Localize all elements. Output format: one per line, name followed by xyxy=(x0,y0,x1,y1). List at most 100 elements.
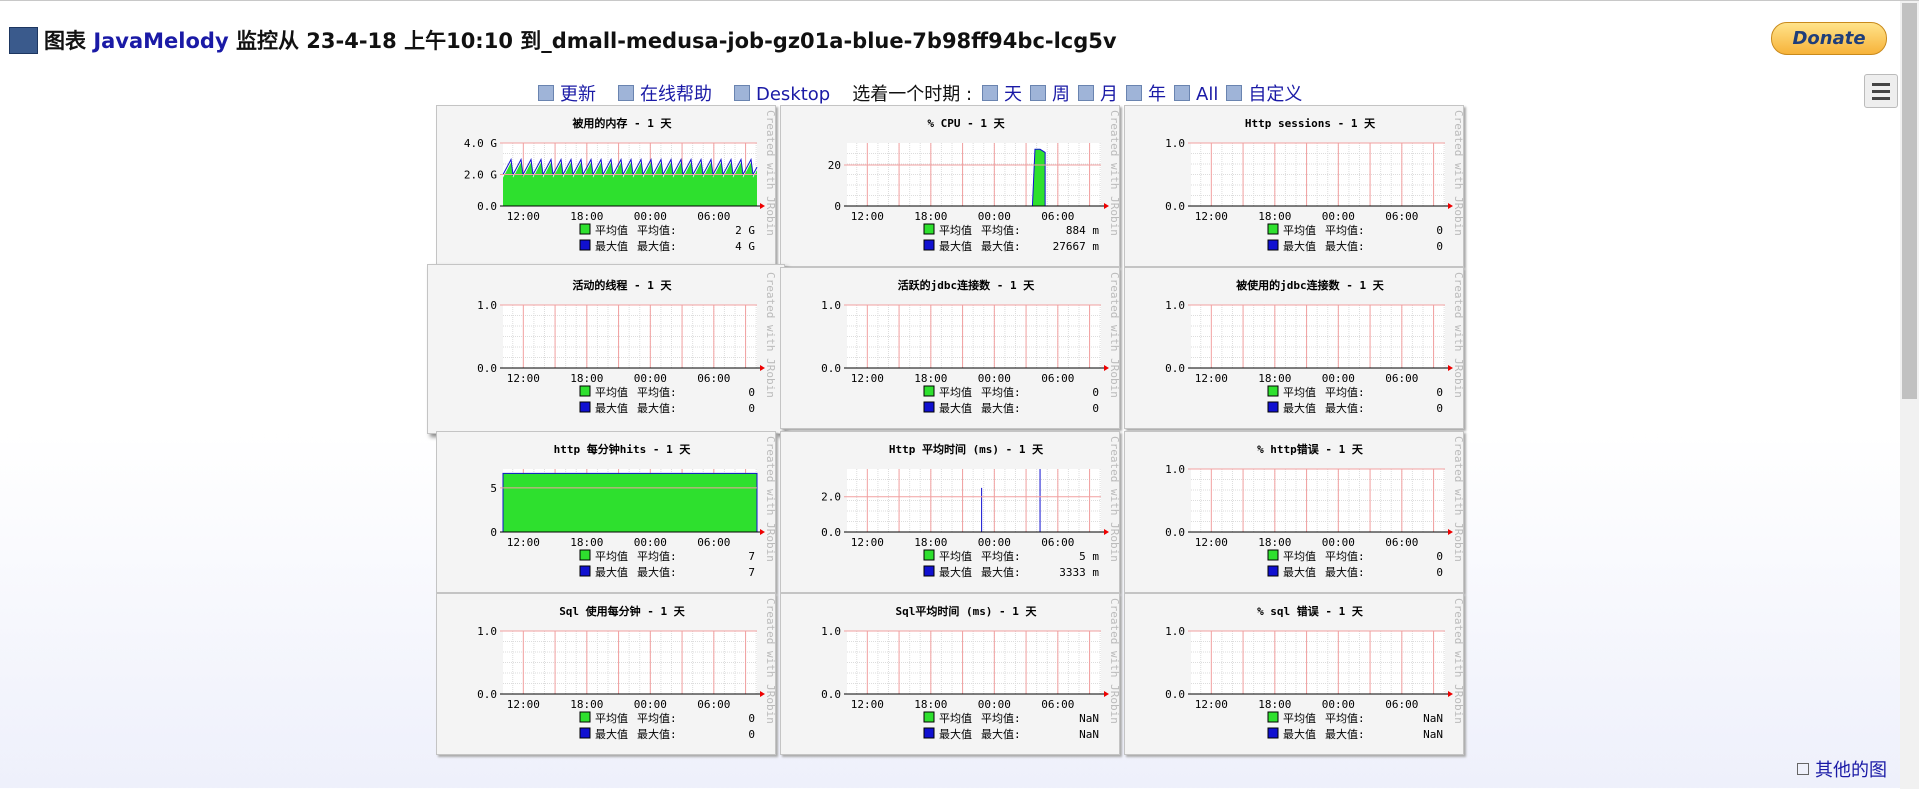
legend-name: 最大值 xyxy=(939,401,972,415)
legend-value: 2 G xyxy=(735,224,755,237)
legend-label: 平均值: xyxy=(637,224,677,237)
legend-name: 平均值 xyxy=(939,550,972,563)
chart-title: % CPU - 1 天 xyxy=(927,117,1005,130)
y-tick-label: 1.0 xyxy=(1165,463,1185,476)
period-link[interactable]: 天 xyxy=(982,84,1022,105)
period-link[interactable]: 周 xyxy=(1030,84,1070,105)
chart-panel: Http sessions - 1 天 0.0 1.0 12:00 18:00 00:00… xyxy=(1124,105,1465,267)
x-tick-label: 00:00 xyxy=(978,536,1011,549)
scrollbar-thumb[interactable] xyxy=(1902,3,1917,399)
chart-panel: % CPU - 1 天 0 20 12:00 18:00 00:00 06:00 Create… xyxy=(780,105,1121,267)
x-tick-label: 18:00 xyxy=(570,698,603,711)
chart: http 每分钟hits - 1 天 0 5 12:00 18:00 00:00 06:00… xyxy=(490,436,777,579)
legend-swatch xyxy=(1267,401,1279,413)
legend-label: 最大值: xyxy=(637,239,677,253)
watermark: Created with JRobin xyxy=(1452,598,1463,724)
chart-title: Sql平均时间 (ms) - 1 天 xyxy=(895,604,1037,618)
title-rest: 监控从 23-4-18 上午10:10 到_dmall-medusa-job-g… xyxy=(235,29,1117,53)
x-tick-label: 06:00 xyxy=(1041,698,1074,711)
legend-name: 最大值 xyxy=(1283,401,1316,415)
x-tick-label: 00:00 xyxy=(978,698,1011,711)
legend-label: 最大值: xyxy=(637,401,677,415)
donate-button[interactable]: Donate xyxy=(1771,22,1887,55)
legend-swatch xyxy=(923,385,935,397)
nav-link[interactable]: 在线帮助 xyxy=(618,84,712,105)
axis-arrow xyxy=(1448,365,1453,371)
axis-arrow xyxy=(1104,365,1109,371)
y-tick-label: 0.0 xyxy=(1165,688,1185,701)
x-tick-label: 06:00 xyxy=(697,698,730,711)
y-tick-label: 0.0 xyxy=(821,362,841,375)
y-tick-label: 4.0 G xyxy=(464,137,497,150)
legend-swatch xyxy=(579,727,591,739)
hits-area xyxy=(502,472,758,533)
legend-label: 平均值: xyxy=(1325,712,1365,725)
y-tick-label: 2.0 G xyxy=(464,169,497,182)
y-tick-label: 5 xyxy=(490,482,497,495)
y-tick-label: 0.0 xyxy=(1165,362,1185,375)
memory-area xyxy=(503,162,757,206)
legend-value: 0 xyxy=(748,402,755,415)
axis-arrow xyxy=(760,691,765,697)
legend-label: 平均值: xyxy=(1325,386,1365,399)
x-tick-label: 12:00 xyxy=(1195,372,1228,385)
y-tick-label: 1.0 xyxy=(821,625,841,638)
legend-name: 最大值 xyxy=(939,565,972,579)
legend-label: 平均值: xyxy=(981,712,1021,725)
x-tick-label: 18:00 xyxy=(914,372,947,385)
legend-value: 0 xyxy=(1092,402,1099,415)
legend-value: 7 xyxy=(748,566,755,579)
chart-title: Http 平均时间 (ms) - 1 天 xyxy=(889,442,1044,456)
x-tick-label: 00:00 xyxy=(1322,536,1355,549)
legend-swatch xyxy=(579,385,591,397)
x-tick-label: 12:00 xyxy=(1195,210,1228,223)
y-tick-label: 1.0 xyxy=(1165,137,1185,150)
x-tick-label: 12:00 xyxy=(851,372,884,385)
axis-arrow xyxy=(1104,203,1109,209)
legend-value: 4 G xyxy=(735,240,755,253)
x-tick-label: 00:00 xyxy=(1322,698,1355,711)
legend-value: 0 xyxy=(1436,240,1443,253)
chart-panel: % sql 错误 - 1 天 0.0 1.0 12:00 18:00 00:00 06:00… xyxy=(1124,593,1465,755)
legend-swatch xyxy=(923,401,935,413)
axis-arrow xyxy=(1104,529,1109,535)
legend-value: NaN xyxy=(1079,712,1099,725)
legend-value: 0 xyxy=(748,712,755,725)
time-spikes xyxy=(981,469,1041,532)
x-tick-label: 12:00 xyxy=(1195,536,1228,549)
y-tick-label: 1.0 xyxy=(477,625,497,638)
x-tick-label: 12:00 xyxy=(851,536,884,549)
chart: % http错误 - 1 天 0.0 1.0 12:00 18:00 00:00 06:00… xyxy=(1165,436,1465,579)
watermark: Created with JRobin xyxy=(1452,110,1463,236)
period-link[interactable]: 月 xyxy=(1078,84,1118,105)
legend-name: 最大值 xyxy=(939,239,972,253)
nav-link[interactable]: 更新 xyxy=(538,84,596,105)
period-link[interactable]: All xyxy=(1174,84,1218,105)
legend-name: 最大值 xyxy=(1283,239,1316,253)
legend-value: 0 xyxy=(1436,550,1443,563)
other-charts-link[interactable]: 其他的图 xyxy=(1797,756,1887,782)
axis-arrow xyxy=(1448,691,1453,697)
legend-value: 884 m xyxy=(1066,224,1099,237)
legend-name: 最大值 xyxy=(595,727,628,741)
legend-value: 0 xyxy=(1436,402,1443,415)
period-icon xyxy=(1078,85,1095,101)
x-tick-label: 06:00 xyxy=(1385,536,1418,549)
menu-button[interactable] xyxy=(1864,74,1898,108)
legend-value: 7 xyxy=(748,550,755,563)
y-tick-label: 1.0 xyxy=(821,299,841,312)
legend-swatch xyxy=(579,711,591,723)
legend-name: 平均值 xyxy=(939,224,972,237)
period-link[interactable]: 自定义 xyxy=(1226,84,1302,105)
y-tick-label: 0.0 xyxy=(1165,526,1185,539)
legend-swatch xyxy=(1267,549,1279,561)
watermark: Created with JRobin xyxy=(764,272,777,398)
axis-arrow xyxy=(760,529,765,535)
y-tick-label: 0 xyxy=(834,200,841,213)
nav-link[interactable]: Desktop xyxy=(734,84,830,105)
x-tick-label: 18:00 xyxy=(1258,210,1291,223)
legend-label: 最大值: xyxy=(1325,401,1365,415)
x-tick-label: 12:00 xyxy=(851,698,884,711)
legend-name: 最大值 xyxy=(595,401,628,415)
period-link[interactable]: 年 xyxy=(1126,84,1166,105)
